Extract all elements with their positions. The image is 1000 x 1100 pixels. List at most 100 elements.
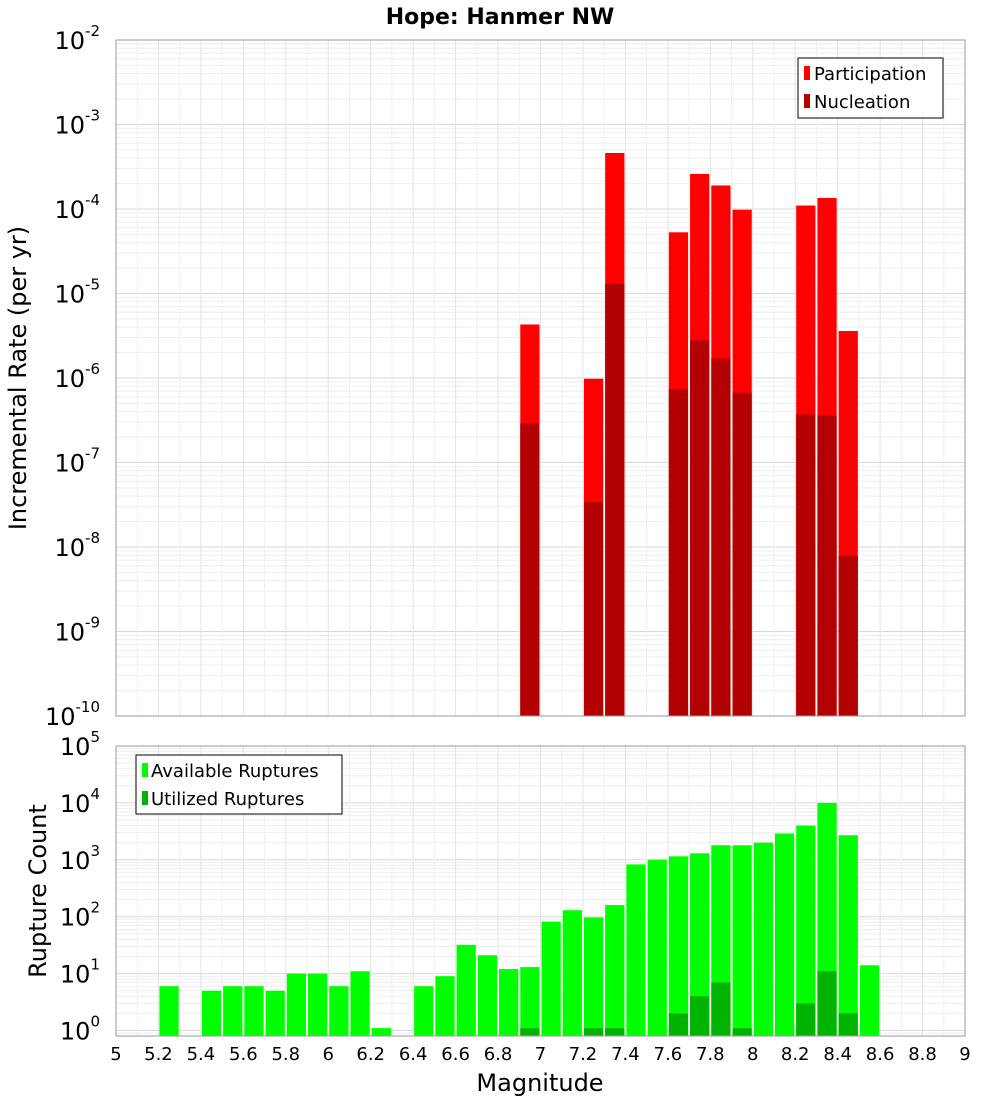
x-tick-label: 6.2 bbox=[356, 1044, 385, 1065]
bottom-bar-utilized-ruptures bbox=[817, 971, 837, 1036]
x-tick-label: 6.6 bbox=[441, 1044, 470, 1065]
x-tick-label: 8.8 bbox=[908, 1044, 937, 1065]
top-bar-nucleation bbox=[796, 414, 816, 716]
bottom-bar-available-ruptures bbox=[159, 986, 179, 1036]
bottom-bar-available-ruptures bbox=[796, 825, 816, 1036]
x-tick-label: 8.4 bbox=[823, 1044, 852, 1065]
bottom-bar-available-ruptures bbox=[286, 973, 307, 1036]
top-plot-frame bbox=[115, 39, 966, 717]
bottom-bar-available-ruptures bbox=[732, 845, 752, 1036]
legend-swatch-participation bbox=[804, 66, 810, 80]
bottom-y-tick-label: 101 bbox=[60, 956, 100, 989]
x-tick-label: 5.2 bbox=[144, 1044, 173, 1065]
x-tick-label: 8.6 bbox=[866, 1044, 895, 1065]
x-axis-label: Magnitude bbox=[476, 1069, 603, 1097]
x-tick-label: 7.2 bbox=[569, 1044, 598, 1065]
bottom-bar-utilized-ruptures bbox=[690, 996, 710, 1036]
legend-swatch-available bbox=[142, 763, 148, 777]
bottom-bar-available-ruptures bbox=[647, 859, 667, 1036]
top-y-tick-label: 10-5 bbox=[54, 276, 100, 309]
chart-title: Hope: Hanmer NW bbox=[386, 5, 615, 30]
x-tick-label: 6.4 bbox=[399, 1044, 428, 1065]
top-y-tick-label: 10-9 bbox=[54, 614, 100, 647]
x-tick-label: 8.2 bbox=[781, 1044, 810, 1065]
bottom-bar-utilized-ruptures bbox=[838, 1013, 858, 1036]
x-tick-label: 6.8 bbox=[484, 1044, 513, 1065]
top-legend: Participation Nucleation bbox=[797, 57, 944, 119]
bottom-bar-available-ruptures bbox=[583, 917, 604, 1036]
x-tick-label: 5.4 bbox=[187, 1044, 216, 1065]
top-bar-nucleation bbox=[583, 502, 604, 716]
bottom-bar-utilized-ruptures bbox=[668, 1013, 689, 1036]
legend-label-participation: Participation bbox=[814, 64, 926, 85]
top-bar-nucleation bbox=[605, 283, 625, 716]
top-bar-nucleation bbox=[690, 340, 710, 716]
top-y-tick-label: 10-3 bbox=[54, 107, 100, 140]
x-tick-label: 7.4 bbox=[611, 1044, 640, 1065]
legend-swatch-nucleation bbox=[804, 94, 810, 108]
bottom-y-tick-label: 100 bbox=[60, 1012, 100, 1045]
bottom-legend: Available Ruptures Utilized Ruptures bbox=[135, 754, 343, 815]
bottom-y-tick-label: 103 bbox=[60, 842, 100, 875]
tick-labels-layer: 10-10 10-9 10-8 10-7 10-6 10-5 10-4 10-3 10-2 100… bbox=[45, 22, 971, 1065]
top-bar-nucleation bbox=[668, 389, 689, 716]
bottom-bar-available-ruptures bbox=[414, 986, 434, 1036]
legend-swatch-utilized bbox=[142, 791, 148, 805]
bottom-bar-available-ruptures bbox=[562, 910, 582, 1036]
bottom-bar-available-ruptures bbox=[223, 986, 243, 1036]
bottom-bar-available-ruptures bbox=[350, 971, 370, 1036]
bottom-bar-available-ruptures bbox=[201, 990, 222, 1036]
x-tick-label: 6 bbox=[323, 1044, 334, 1065]
bottom-bar-available-ruptures bbox=[520, 967, 540, 1036]
x-tick-label: 7 bbox=[535, 1044, 546, 1065]
bars-layer bbox=[159, 152, 880, 1036]
bottom-bar-available-ruptures bbox=[753, 842, 773, 1036]
top-bar-nucleation bbox=[817, 415, 837, 716]
top-bar-nucleation bbox=[711, 358, 731, 716]
grid-layer bbox=[115, 40, 966, 1037]
bottom-bar-utilized-ruptures bbox=[583, 1028, 604, 1036]
legend-label-available: Available Ruptures bbox=[151, 761, 319, 782]
top-y-tick-label: 10-2 bbox=[54, 22, 100, 55]
x-tick-label: 7.8 bbox=[696, 1044, 725, 1065]
bottom-bar-available-ruptures bbox=[435, 976, 455, 1036]
top-y-axis-label: Incremental Rate (per yr) bbox=[4, 226, 32, 530]
bottom-legend-box bbox=[135, 754, 343, 815]
top-y-tick-label: 10-6 bbox=[54, 360, 100, 393]
legend-label-utilized: Utilized Ruptures bbox=[151, 789, 304, 810]
bottom-bar-available-ruptures bbox=[626, 864, 646, 1036]
legend-label-nucleation: Nucleation bbox=[814, 92, 910, 113]
top-bar-nucleation bbox=[838, 556, 858, 716]
x-tick-label: 5 bbox=[110, 1044, 121, 1065]
top-bar-nucleation bbox=[732, 392, 752, 716]
top-y-tick-label: 10-10 bbox=[45, 698, 100, 731]
x-tick-label: 7.6 bbox=[654, 1044, 683, 1065]
bottom-bar-available-ruptures bbox=[499, 969, 519, 1036]
top-y-tick-label: 10-4 bbox=[54, 191, 100, 224]
bottom-bar-available-ruptures bbox=[859, 965, 880, 1036]
bottom-bar-available-ruptures bbox=[541, 921, 561, 1036]
bottom-bar-available-ruptures bbox=[690, 853, 710, 1036]
bottom-bar-available-ruptures bbox=[308, 973, 328, 1036]
bottom-bar-available-ruptures bbox=[477, 955, 498, 1036]
top-bar-nucleation bbox=[520, 423, 540, 716]
bottom-bar-available-ruptures bbox=[668, 856, 689, 1036]
bottom-bar-available-ruptures bbox=[329, 986, 349, 1036]
top-y-tick-label: 10-8 bbox=[54, 529, 100, 562]
bottom-bar-utilized-ruptures bbox=[732, 1028, 752, 1036]
bottom-plot-frame bbox=[115, 745, 966, 1037]
bottom-bar-available-ruptures bbox=[605, 905, 625, 1036]
x-tick-label: 5.6 bbox=[229, 1044, 258, 1065]
bottom-bar-available-ruptures bbox=[265, 990, 285, 1036]
bottom-bar-available-ruptures bbox=[838, 835, 858, 1036]
top-legend-box bbox=[797, 57, 944, 119]
bottom-bar-utilized-ruptures bbox=[711, 982, 731, 1036]
bottom-bar-utilized-ruptures bbox=[520, 1028, 540, 1036]
bottom-bar-utilized-ruptures bbox=[796, 1003, 816, 1036]
top-y-tick-label: 10-7 bbox=[54, 445, 100, 478]
bottom-y-axis-label: Rupture Count bbox=[24, 804, 52, 978]
bottom-bar-available-ruptures bbox=[774, 833, 795, 1036]
bottom-y-tick-label: 105 bbox=[60, 728, 100, 761]
bottom-bar-available-ruptures bbox=[456, 944, 476, 1036]
